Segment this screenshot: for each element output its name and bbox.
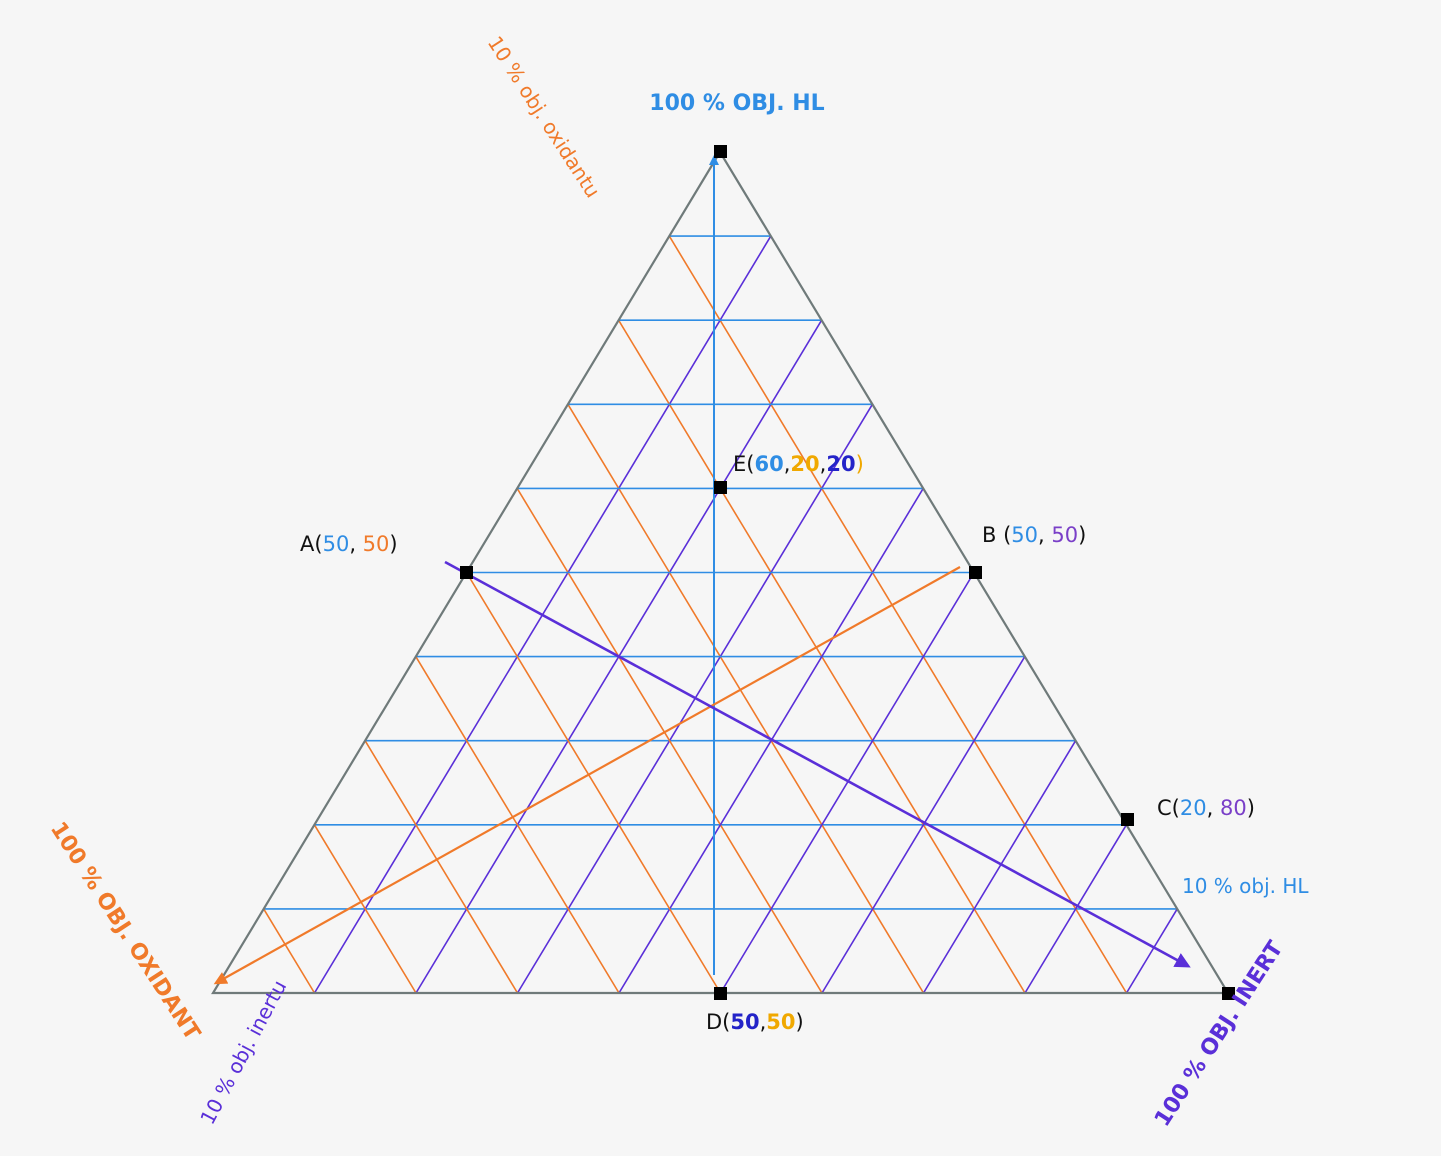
marker-apex bbox=[714, 145, 727, 158]
marker-b bbox=[969, 566, 982, 579]
inert-grid-line bbox=[719, 572, 975, 994]
inert-grid-line bbox=[1125, 908, 1178, 994]
oxidant-grid-line bbox=[465, 572, 722, 994]
inert-corner-label: 100 % OBJ. INERT bbox=[1150, 937, 1288, 1131]
oxidant-grid-line bbox=[263, 908, 316, 994]
hl-step-note: 10 % obj. HL bbox=[1182, 874, 1309, 898]
point-c-label: C(20, 80) bbox=[1157, 796, 1255, 820]
inert-grid-line bbox=[821, 656, 1026, 994]
point-e-label: E(60,20,20) bbox=[733, 452, 864, 476]
inert-grid-line bbox=[922, 740, 1077, 994]
inert-grid-line bbox=[1024, 824, 1128, 994]
point-markers bbox=[460, 145, 1235, 1000]
inert-arrow bbox=[444, 560, 1191, 968]
oxidant-grid-line bbox=[313, 824, 417, 994]
hl-apex-label: 100 % OBJ. HL bbox=[649, 91, 824, 116]
marker-a bbox=[460, 566, 473, 579]
point-d-label: D(50,50) bbox=[706, 1010, 804, 1034]
marker-inert-corner bbox=[1222, 987, 1235, 1000]
marker-d bbox=[714, 987, 727, 1000]
marker-e bbox=[714, 481, 727, 494]
point-b-label: B (50, 50) bbox=[982, 523, 1086, 547]
oxidant-grid-line bbox=[567, 403, 925, 994]
oxidant-corner-label: 100 % OBJ. OXIDANT bbox=[45, 818, 205, 1045]
oxidant-grid-line bbox=[364, 740, 519, 994]
inert-step-note: 10 % obj. inertu bbox=[195, 976, 291, 1128]
oxidant-grid-line bbox=[415, 656, 620, 994]
marker-c bbox=[1121, 813, 1134, 826]
point-a-label: A(50, 50) bbox=[300, 532, 398, 556]
oxidant-arrow bbox=[213, 566, 961, 985]
oxidant-step-note: 10 % obj. oxidantu bbox=[483, 32, 605, 202]
oxidant-grid-line bbox=[668, 235, 1128, 994]
